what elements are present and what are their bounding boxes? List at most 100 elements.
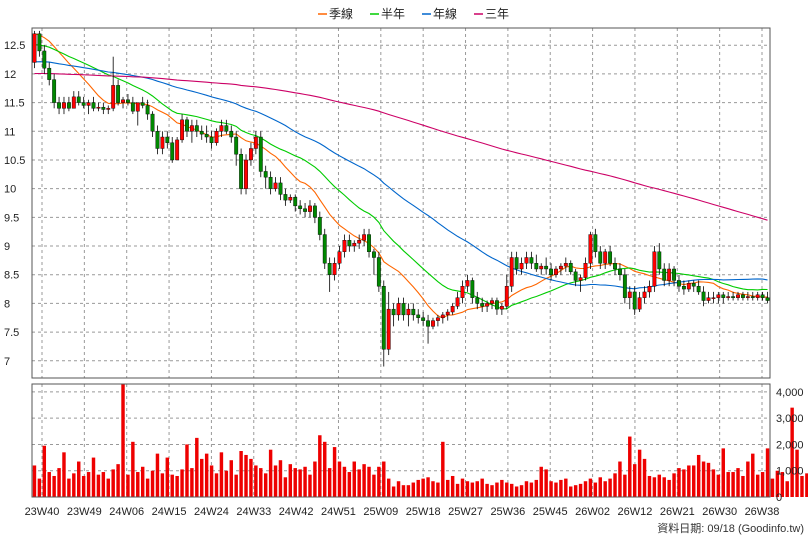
- candle: [32, 30, 37, 69]
- candle: [91, 96, 96, 112]
- candle: [376, 251, 381, 292]
- x-tick-label: 26W12: [618, 506, 653, 518]
- volume-bar: [367, 466, 371, 497]
- volume-bar: [313, 461, 317, 497]
- candle: [347, 234, 352, 252]
- volume-bar: [618, 461, 622, 497]
- price-tick-label: 7.5: [4, 327, 19, 339]
- candle: [396, 297, 401, 321]
- volume-bar: [229, 460, 233, 497]
- candle: [214, 128, 219, 146]
- x-tick-label: 24W15: [152, 506, 187, 518]
- candle: [135, 102, 140, 126]
- x-tick-label: 24W33: [236, 506, 271, 518]
- candle: [253, 131, 258, 155]
- volume-bar: [200, 458, 204, 497]
- candle: [588, 231, 593, 269]
- volume-bar: [436, 482, 440, 497]
- volume-bar: [377, 466, 381, 497]
- volume-bar: [741, 475, 745, 497]
- candle: [170, 137, 175, 163]
- volume-bar: [106, 478, 110, 497]
- volume-bar: [145, 478, 150, 497]
- volume-bar: [583, 481, 588, 497]
- candle: [593, 228, 598, 258]
- candle: [554, 266, 558, 278]
- candle: [52, 73, 57, 109]
- candle: [475, 291, 480, 310]
- volume-tick-label: 1,000: [776, 466, 804, 478]
- moving-average-lines: [34, 33, 768, 319]
- price-panel-frame: [31, 27, 771, 379]
- volume-bar: [101, 472, 106, 497]
- volume-bar: [696, 454, 701, 497]
- volume-bar: [731, 472, 735, 497]
- candle: [337, 246, 342, 269]
- candle: [509, 251, 514, 292]
- volume-bar: [150, 470, 155, 497]
- candle: [234, 131, 239, 166]
- candle: [445, 309, 450, 321]
- volume-bar: [126, 474, 130, 497]
- candle: [431, 317, 435, 330]
- volume-bar: [637, 449, 642, 497]
- candle: [145, 99, 150, 120]
- candle: [406, 303, 411, 327]
- price-tick-label: 12.5: [4, 40, 25, 52]
- candle: [293, 194, 298, 212]
- volume-bar: [534, 479, 539, 497]
- legend-label: 年線: [433, 6, 457, 21]
- candle: [244, 154, 248, 195]
- candle: [273, 177, 278, 192]
- volume-bar: [593, 482, 598, 497]
- volume-bar: [323, 441, 327, 497]
- volume-bar: [268, 449, 273, 497]
- legend: 季線 半年 年線 三年: [318, 6, 509, 21]
- candle: [224, 119, 229, 135]
- volume-bar: [140, 466, 145, 497]
- candle: [175, 137, 180, 161]
- volume-bar: [692, 465, 696, 497]
- volume-bar: [362, 464, 366, 497]
- candle: [568, 260, 573, 275]
- volume-bar: [598, 477, 602, 497]
- candle: [711, 291, 716, 304]
- candle: [504, 274, 509, 310]
- volume-bar: [81, 475, 86, 497]
- candle: [647, 280, 652, 298]
- candle: [47, 62, 52, 86]
- volume-bar: [662, 477, 666, 497]
- candle: [239, 148, 244, 195]
- volume-bar: [760, 472, 765, 497]
- volume-bar: [67, 478, 71, 497]
- volume-bar: [573, 485, 578, 497]
- x-tick-label: 25W18: [406, 506, 441, 518]
- volume-bar: [455, 483, 460, 497]
- volume-bar: [273, 465, 278, 497]
- candle: [765, 291, 770, 304]
- volume-bar: [416, 479, 420, 497]
- candle: [450, 303, 455, 315]
- x-tick-label: 26W38: [745, 506, 780, 518]
- candle: [199, 125, 204, 140]
- candle: [495, 297, 499, 315]
- x-tick-label: 25W09: [363, 506, 398, 518]
- volume-bar: [564, 478, 568, 497]
- volume-bar: [47, 472, 51, 497]
- price-tick-label: 10: [4, 184, 16, 196]
- volume-bar: [770, 478, 775, 497]
- candle: [426, 314, 430, 344]
- candle: [66, 96, 71, 112]
- volume-bar: [396, 481, 401, 497]
- candle: [637, 291, 642, 313]
- candle: [736, 291, 740, 301]
- candle: [573, 268, 578, 287]
- volume-bar: [431, 481, 435, 497]
- ma-line: [34, 72, 768, 221]
- volume-bar: [632, 464, 637, 497]
- x-tick-label: 26W21: [660, 506, 695, 518]
- volume-grid: [32, 384, 770, 497]
- volume-bar: [411, 482, 416, 497]
- candle: [298, 200, 303, 215]
